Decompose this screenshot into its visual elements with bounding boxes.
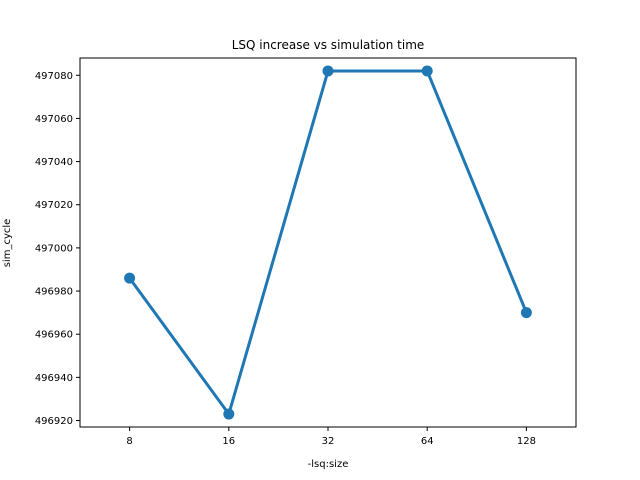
y-tick-label: 496980 bbox=[35, 287, 73, 298]
y-axis: 496920 496940 496960 496980 497000 497020 4970… bbox=[35, 71, 80, 427]
y-tick-label: 496960 bbox=[35, 330, 73, 341]
data-point-marker bbox=[520, 307, 532, 319]
plot-area bbox=[124, 65, 532, 420]
y-tick-label: 496940 bbox=[35, 373, 73, 384]
data-point-marker bbox=[124, 272, 136, 284]
y-tick-label: 496920 bbox=[35, 416, 73, 427]
data-point-marker bbox=[322, 65, 334, 77]
x-axis-label: -lsq:size bbox=[308, 459, 349, 470]
data-point-marker bbox=[223, 408, 235, 420]
data-point-marker bbox=[421, 65, 433, 77]
x-tick-label: 16 bbox=[222, 436, 235, 447]
y-axis-label: sim_cycle bbox=[2, 219, 13, 268]
x-tick-label: 8 bbox=[126, 436, 132, 447]
chart-title: LSQ increase vs simulation time bbox=[232, 38, 425, 52]
y-tick-label: 497060 bbox=[35, 114, 73, 125]
x-tick-label: 64 bbox=[421, 436, 434, 447]
y-tick-label: 497040 bbox=[35, 157, 73, 168]
x-tick-label: 128 bbox=[517, 436, 536, 447]
y-tick-label: 497000 bbox=[35, 243, 73, 254]
x-tick-label: 32 bbox=[322, 436, 335, 447]
x-axis: 8 16 32 64 128 bbox=[126, 427, 536, 447]
y-tick-label: 497080 bbox=[35, 71, 73, 82]
series-markers bbox=[124, 65, 532, 420]
y-tick-label: 497020 bbox=[35, 200, 73, 211]
